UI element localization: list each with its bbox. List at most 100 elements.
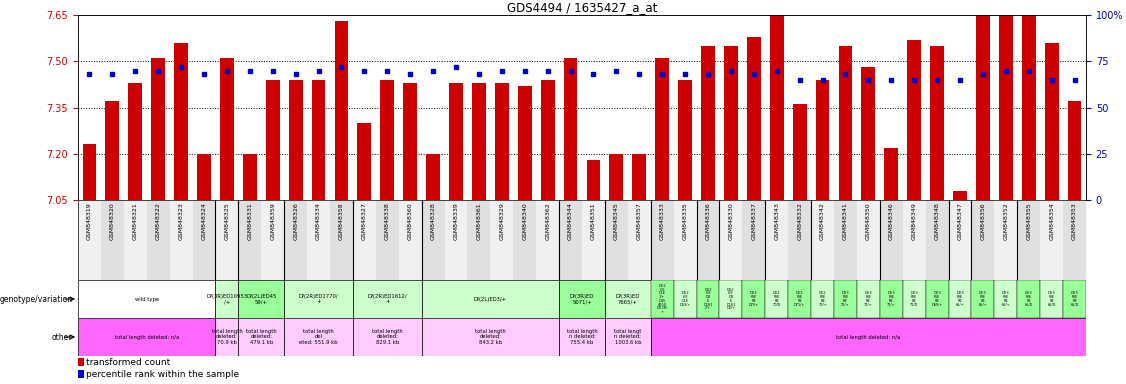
Bar (78, 318, 215, 356)
Text: Df(3
R)E
RE
65/+: Df(3 R)E RE 65/+ (978, 291, 988, 306)
Bar (766, 280, 788, 318)
Bar (651, 280, 673, 318)
Text: GSM848358: GSM848358 (339, 202, 343, 240)
Bar (788, 280, 811, 318)
Bar (381, 80, 394, 200)
Text: genotype/variation: genotype/variation (0, 295, 72, 303)
Bar (78, 280, 215, 318)
Bar (994, 200, 1017, 280)
Bar (445, 200, 467, 280)
Bar (834, 280, 857, 318)
Bar (421, 200, 445, 280)
Bar (220, 58, 234, 200)
Bar (678, 80, 692, 200)
Bar (239, 200, 261, 280)
Bar (146, 200, 170, 280)
Bar (972, 200, 994, 280)
Bar (78, 358, 84, 366)
Bar (1022, 0, 1036, 200)
Bar (560, 318, 605, 356)
Bar (239, 280, 284, 318)
Text: Df(2
L)E
DLE
D59/+: Df(2 L)E DLE D59/+ (679, 291, 690, 306)
Text: Df(3R)ED
7665/+: Df(3R)ED 7665/+ (616, 294, 640, 304)
Bar (1045, 43, 1058, 200)
Bar (284, 200, 307, 280)
Bar (651, 200, 673, 280)
Bar (884, 147, 899, 200)
Bar (560, 200, 582, 280)
Text: GSM848347: GSM848347 (957, 202, 963, 240)
Bar (518, 86, 531, 200)
Bar (101, 200, 124, 280)
Text: GSM848322: GSM848322 (155, 202, 161, 240)
Bar (747, 36, 761, 200)
Text: GSM848355: GSM848355 (1026, 202, 1031, 240)
Bar (655, 58, 669, 200)
Text: GSM848331: GSM848331 (248, 202, 252, 240)
Bar (811, 280, 834, 318)
Bar (215, 280, 239, 318)
Bar (376, 200, 399, 280)
Bar (1063, 200, 1085, 280)
Text: GSM848335: GSM848335 (682, 202, 688, 240)
Bar (815, 80, 830, 200)
Bar (197, 154, 211, 200)
Bar (720, 200, 742, 280)
Bar (879, 200, 903, 280)
Text: total length deleted: n/a: total length deleted: n/a (837, 334, 901, 339)
Bar (908, 40, 921, 200)
Text: GSM848334: GSM848334 (316, 202, 321, 240)
Text: Df(3
R)E
RE
71/+: Df(3 R)E RE 71/+ (864, 291, 873, 306)
Bar (903, 200, 926, 280)
Bar (288, 80, 303, 200)
Bar (239, 318, 284, 356)
Bar (564, 58, 578, 200)
Bar (352, 200, 376, 280)
Bar (742, 200, 766, 280)
Text: Df(3
R)E
RE
65/D: Df(3 R)E RE 65/D (1025, 291, 1033, 306)
Bar (953, 191, 967, 200)
Bar (490, 200, 513, 280)
Bar (788, 200, 811, 280)
Bar (793, 104, 806, 200)
Text: GSM848339: GSM848339 (454, 202, 458, 240)
Bar (1040, 200, 1063, 280)
Bar (399, 200, 421, 280)
Bar (1063, 280, 1085, 318)
Bar (312, 80, 325, 200)
Bar (215, 200, 239, 280)
Bar (582, 200, 605, 280)
Bar (972, 280, 994, 318)
Bar (82, 144, 97, 200)
Text: GSM848325: GSM848325 (224, 202, 230, 240)
Text: GSM848333: GSM848333 (660, 202, 664, 240)
Text: GSM848354: GSM848354 (1049, 202, 1054, 240)
Text: Df(3R)ED10953
/+: Df(3R)ED10953 /+ (206, 294, 248, 304)
Bar (330, 200, 352, 280)
Text: GSM848336: GSM848336 (706, 202, 711, 240)
Text: total lengt
n deleted:
1003.6 kb: total lengt n deleted: 1003.6 kb (614, 329, 642, 344)
Bar (421, 318, 560, 356)
Text: GSM848332: GSM848332 (797, 202, 802, 240)
Bar (857, 280, 879, 318)
Text: GSM848359: GSM848359 (270, 202, 275, 240)
Text: transformed count: transformed count (86, 358, 170, 367)
Bar (128, 83, 142, 200)
Bar (697, 200, 720, 280)
Bar (930, 46, 944, 200)
Bar (926, 200, 948, 280)
Bar (284, 318, 352, 356)
Bar (266, 80, 279, 200)
Text: GSM848319: GSM848319 (87, 202, 92, 240)
Bar (609, 154, 623, 200)
Text: GSM848357: GSM848357 (637, 202, 642, 240)
Bar (175, 43, 188, 200)
Bar (352, 280, 421, 318)
Bar (261, 200, 284, 280)
Text: GSM848348: GSM848348 (935, 202, 939, 240)
Text: Df(3
R)E
RE
65/+: Df(3 R)E RE 65/+ (1001, 291, 1010, 306)
Bar (427, 154, 440, 200)
Bar (243, 154, 257, 200)
Text: GSM848344: GSM848344 (568, 202, 573, 240)
Bar (495, 83, 509, 200)
